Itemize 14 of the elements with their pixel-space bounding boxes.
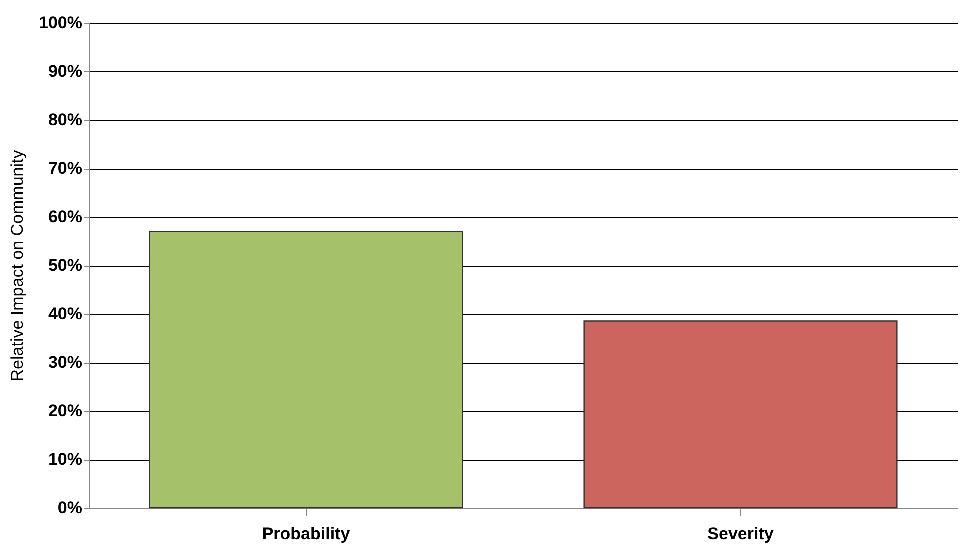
y-tick-label: 30%: [48, 353, 82, 372]
y-tick-label: 40%: [48, 304, 82, 324]
y-tick-label: 0%: [58, 498, 82, 518]
y-tick-label: 10%: [48, 450, 82, 469]
x-tick-label: Severity: [708, 524, 774, 544]
y-tick-label: 50%: [48, 256, 82, 275]
y-tick-label: 70%: [48, 159, 82, 178]
y-tick-label: 100%: [39, 14, 82, 32]
y-tick-label: 80%: [48, 110, 82, 130]
y-axis-title: Relative Impact on Community: [8, 150, 28, 382]
y-tick-label: 20%: [48, 402, 82, 420]
y-tick-label: 90%: [48, 62, 82, 81]
y-tick-label: 60%: [48, 208, 82, 226]
x-tick-label: Probability: [262, 524, 351, 544]
